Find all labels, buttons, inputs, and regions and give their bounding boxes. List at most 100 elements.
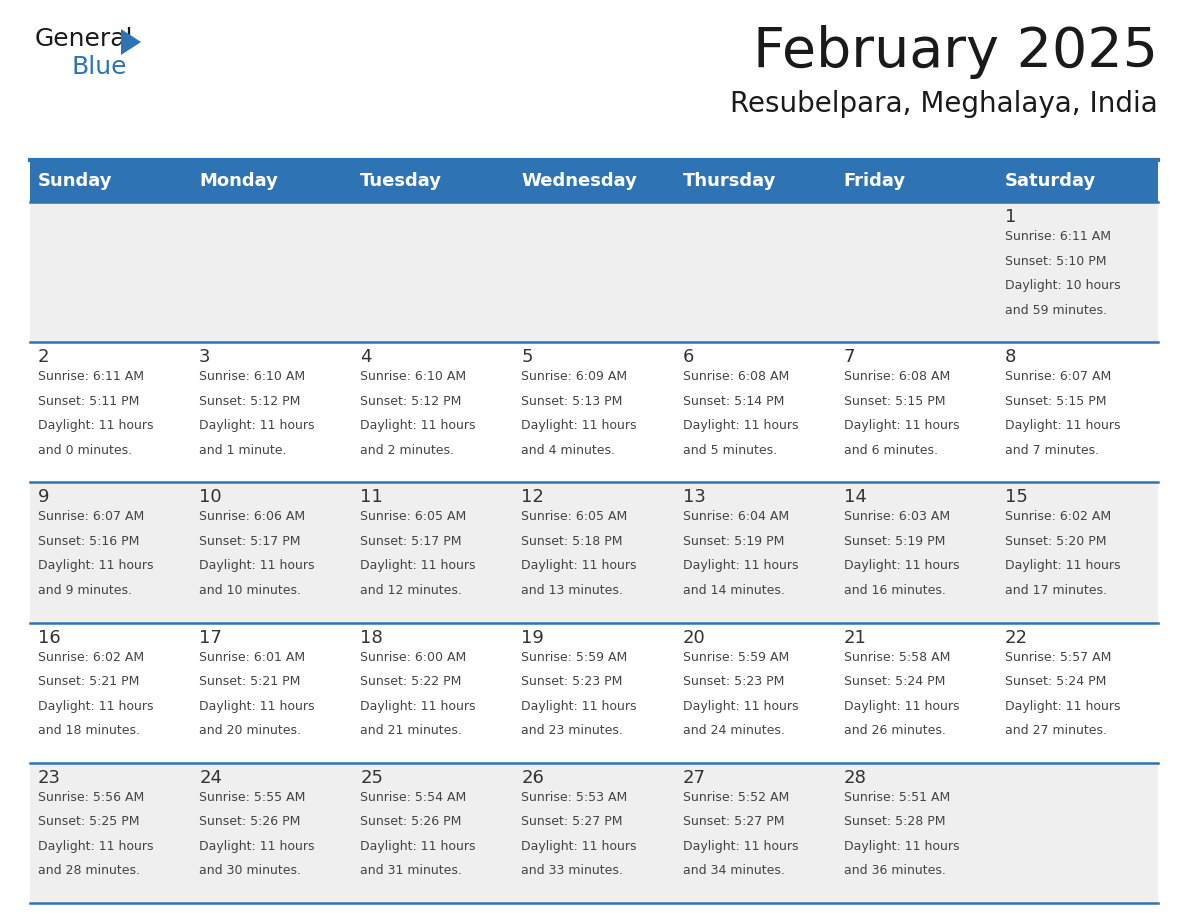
Text: Daylight: 11 hours: Daylight: 11 hours [200, 420, 315, 432]
Text: 11: 11 [360, 488, 383, 507]
Text: 12: 12 [522, 488, 544, 507]
Text: Sunset: 5:24 PM: Sunset: 5:24 PM [1005, 675, 1106, 688]
Text: Sunrise: 6:00 AM: Sunrise: 6:00 AM [360, 651, 467, 664]
Text: 27: 27 [683, 768, 706, 787]
Text: Daylight: 11 hours: Daylight: 11 hours [200, 700, 315, 712]
Text: and 1 minute.: and 1 minute. [200, 443, 286, 457]
Text: Sunrise: 6:03 AM: Sunrise: 6:03 AM [843, 510, 950, 523]
Text: Sunset: 5:14 PM: Sunset: 5:14 PM [683, 395, 784, 408]
Text: Daylight: 11 hours: Daylight: 11 hours [38, 559, 153, 573]
Text: 8: 8 [1005, 348, 1016, 366]
Text: 9: 9 [38, 488, 50, 507]
Text: Sunset: 5:13 PM: Sunset: 5:13 PM [522, 395, 623, 408]
Text: and 9 minutes.: and 9 minutes. [38, 584, 132, 597]
Text: Sunrise: 5:59 AM: Sunrise: 5:59 AM [522, 651, 627, 664]
Text: and 12 minutes.: and 12 minutes. [360, 584, 462, 597]
Text: and 28 minutes.: and 28 minutes. [38, 865, 140, 878]
Text: 15: 15 [1005, 488, 1028, 507]
Text: Daylight: 11 hours: Daylight: 11 hours [843, 420, 959, 432]
Text: Daylight: 11 hours: Daylight: 11 hours [522, 700, 637, 712]
Text: and 14 minutes.: and 14 minutes. [683, 584, 784, 597]
Text: Saturday: Saturday [1005, 172, 1097, 190]
Text: and 16 minutes.: and 16 minutes. [843, 584, 946, 597]
Text: 18: 18 [360, 629, 383, 646]
Text: Wednesday: Wednesday [522, 172, 637, 190]
Text: 21: 21 [843, 629, 866, 646]
Text: February 2025: February 2025 [753, 25, 1158, 79]
Text: Sunrise: 5:51 AM: Sunrise: 5:51 AM [843, 790, 950, 804]
Text: 1: 1 [1005, 208, 1016, 226]
Text: Sunset: 5:27 PM: Sunset: 5:27 PM [683, 815, 784, 828]
Text: Sunset: 5:12 PM: Sunset: 5:12 PM [360, 395, 462, 408]
Text: Sunset: 5:27 PM: Sunset: 5:27 PM [522, 815, 623, 828]
Text: Sunset: 5:26 PM: Sunset: 5:26 PM [200, 815, 301, 828]
Text: 19: 19 [522, 629, 544, 646]
Text: Daylight: 11 hours: Daylight: 11 hours [38, 420, 153, 432]
Text: Daylight: 11 hours: Daylight: 11 hours [683, 840, 798, 853]
Text: and 7 minutes.: and 7 minutes. [1005, 443, 1099, 457]
Text: Sunrise: 6:05 AM: Sunrise: 6:05 AM [522, 510, 627, 523]
Text: Sunset: 5:21 PM: Sunset: 5:21 PM [38, 675, 139, 688]
Text: Sunset: 5:18 PM: Sunset: 5:18 PM [522, 535, 623, 548]
Text: and 24 minutes.: and 24 minutes. [683, 724, 784, 737]
Text: and 6 minutes.: and 6 minutes. [843, 443, 937, 457]
Text: Sunrise: 6:11 AM: Sunrise: 6:11 AM [1005, 230, 1111, 243]
Text: 25: 25 [360, 768, 384, 787]
Text: and 10 minutes.: and 10 minutes. [200, 584, 301, 597]
Text: Sunrise: 6:02 AM: Sunrise: 6:02 AM [1005, 510, 1111, 523]
Text: Daylight: 11 hours: Daylight: 11 hours [522, 559, 637, 573]
Text: Sunset: 5:17 PM: Sunset: 5:17 PM [360, 535, 462, 548]
Bar [30, 160, 1158, 202]
Text: Sunrise: 5:54 AM: Sunrise: 5:54 AM [360, 790, 467, 804]
Text: Sunset: 5:11 PM: Sunset: 5:11 PM [38, 395, 139, 408]
Text: Sunset: 5:20 PM: Sunset: 5:20 PM [1005, 535, 1106, 548]
Text: and 17 minutes.: and 17 minutes. [1005, 584, 1107, 597]
Text: Sunrise: 5:56 AM: Sunrise: 5:56 AM [38, 790, 144, 804]
Text: and 23 minutes.: and 23 minutes. [522, 724, 624, 737]
Text: Sunrise: 6:04 AM: Sunrise: 6:04 AM [683, 510, 789, 523]
Text: and 4 minutes.: and 4 minutes. [522, 443, 615, 457]
Text: and 26 minutes.: and 26 minutes. [843, 724, 946, 737]
Bar [30, 622, 1158, 763]
Text: 24: 24 [200, 768, 222, 787]
Text: Daylight: 11 hours: Daylight: 11 hours [360, 420, 475, 432]
Text: Sunset: 5:24 PM: Sunset: 5:24 PM [843, 675, 946, 688]
Text: Sunrise: 6:01 AM: Sunrise: 6:01 AM [200, 651, 305, 664]
Text: and 30 minutes.: and 30 minutes. [200, 865, 301, 878]
Text: Daylight: 11 hours: Daylight: 11 hours [360, 700, 475, 712]
Text: Thursday: Thursday [683, 172, 776, 190]
Text: Sunset: 5:12 PM: Sunset: 5:12 PM [200, 395, 301, 408]
Text: Sunrise: 6:07 AM: Sunrise: 6:07 AM [1005, 370, 1111, 383]
Text: and 34 minutes.: and 34 minutes. [683, 865, 784, 878]
Text: Sunrise: 6:10 AM: Sunrise: 6:10 AM [200, 370, 305, 383]
Text: Daylight: 11 hours: Daylight: 11 hours [522, 420, 637, 432]
Text: Sunrise: 5:55 AM: Sunrise: 5:55 AM [200, 790, 305, 804]
Text: Sunrise: 5:58 AM: Sunrise: 5:58 AM [843, 651, 950, 664]
Text: Sunrise: 5:57 AM: Sunrise: 5:57 AM [1005, 651, 1111, 664]
Text: Resubelpara, Meghalaya, India: Resubelpara, Meghalaya, India [731, 90, 1158, 118]
Text: Sunset: 5:25 PM: Sunset: 5:25 PM [38, 815, 139, 828]
Text: Daylight: 11 hours: Daylight: 11 hours [1005, 700, 1120, 712]
Bar [30, 202, 1158, 342]
Text: Sunset: 5:19 PM: Sunset: 5:19 PM [843, 535, 946, 548]
Text: 28: 28 [843, 768, 866, 787]
Text: Daylight: 11 hours: Daylight: 11 hours [360, 559, 475, 573]
Text: Daylight: 11 hours: Daylight: 11 hours [38, 700, 153, 712]
Text: Sunset: 5:10 PM: Sunset: 5:10 PM [1005, 254, 1106, 267]
Text: Monday: Monday [200, 172, 278, 190]
Text: Sunrise: 5:52 AM: Sunrise: 5:52 AM [683, 790, 789, 804]
Text: Friday: Friday [843, 172, 905, 190]
Text: Daylight: 11 hours: Daylight: 11 hours [1005, 420, 1120, 432]
Text: Sunrise: 6:08 AM: Sunrise: 6:08 AM [683, 370, 789, 383]
Text: Sunrise: 6:11 AM: Sunrise: 6:11 AM [38, 370, 144, 383]
Text: Sunday: Sunday [38, 172, 113, 190]
Text: Tuesday: Tuesday [360, 172, 442, 190]
Text: 20: 20 [683, 629, 706, 646]
Text: Sunrise: 6:07 AM: Sunrise: 6:07 AM [38, 510, 144, 523]
Text: 2: 2 [38, 348, 50, 366]
Text: Sunrise: 6:09 AM: Sunrise: 6:09 AM [522, 370, 627, 383]
Text: and 20 minutes.: and 20 minutes. [200, 724, 301, 737]
Text: and 31 minutes.: and 31 minutes. [360, 865, 462, 878]
Text: Sunset: 5:28 PM: Sunset: 5:28 PM [843, 815, 946, 828]
Text: Daylight: 11 hours: Daylight: 11 hours [360, 840, 475, 853]
